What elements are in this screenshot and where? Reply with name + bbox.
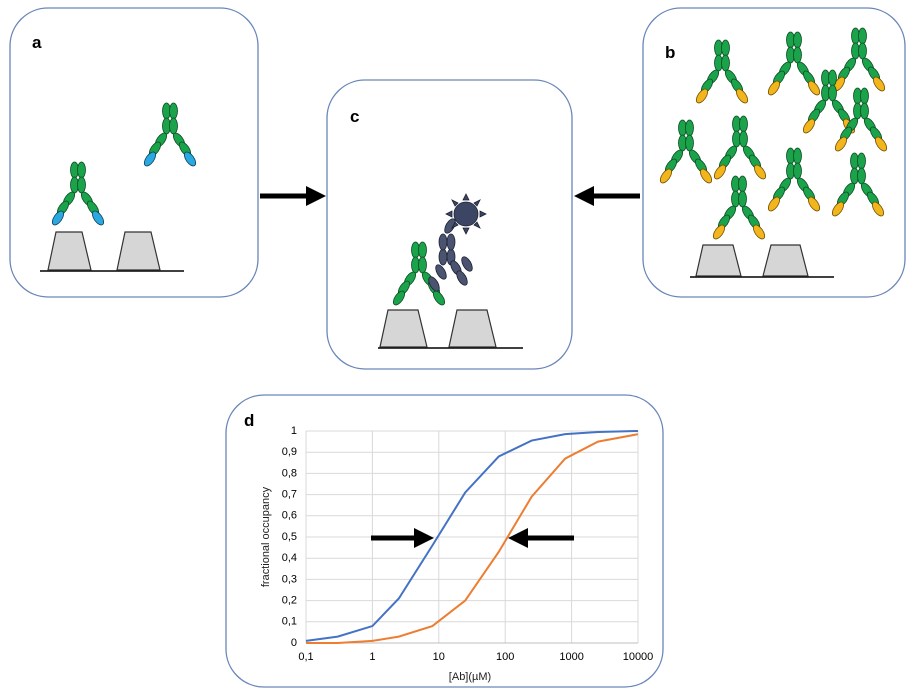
y-tick-label: 0,9 xyxy=(282,446,297,458)
panel-label: c xyxy=(350,107,359,126)
panel-d: d fractional occupancy [Ab](µM) 00,10,20… xyxy=(226,395,663,687)
antigen xyxy=(449,310,496,347)
panel-a: a xyxy=(10,8,258,297)
y-tick-label: 0,1 xyxy=(282,616,297,628)
y-axis-title: fractional occupancy xyxy=(260,486,272,587)
panel-c: c xyxy=(327,80,572,369)
x-axis-title: [Ab](µM) xyxy=(449,671,491,683)
x-tick-label: 100 xyxy=(496,651,514,663)
panel-b: b xyxy=(643,8,905,297)
antigen xyxy=(696,245,741,276)
x-tick-label: 0,1 xyxy=(298,651,313,663)
y-tick-label: 0,5 xyxy=(282,531,297,543)
y-tick-label: 0 xyxy=(291,637,297,649)
panel-label: b xyxy=(665,43,675,62)
panel-label: d xyxy=(244,411,254,430)
y-tick-label: 0,3 xyxy=(282,573,297,585)
antigen xyxy=(763,245,808,276)
x-tick-label: 1000 xyxy=(559,651,583,663)
x-tick-label: 10 xyxy=(433,651,445,663)
y-tick-label: 0,7 xyxy=(282,489,297,501)
antigen xyxy=(380,310,427,347)
y-tick-label: 0,6 xyxy=(282,510,297,522)
figure: a c b xyxy=(0,0,918,691)
y-tick-label: 0,8 xyxy=(282,467,297,479)
y-tick-label: 1 xyxy=(291,425,297,437)
y-tick-label: 0,4 xyxy=(282,552,297,564)
y-tick-label: 0,2 xyxy=(282,595,297,607)
x-tick-label: 10000 xyxy=(623,651,654,663)
panel-label: a xyxy=(32,33,42,52)
x-tick-label: 1 xyxy=(369,651,375,663)
